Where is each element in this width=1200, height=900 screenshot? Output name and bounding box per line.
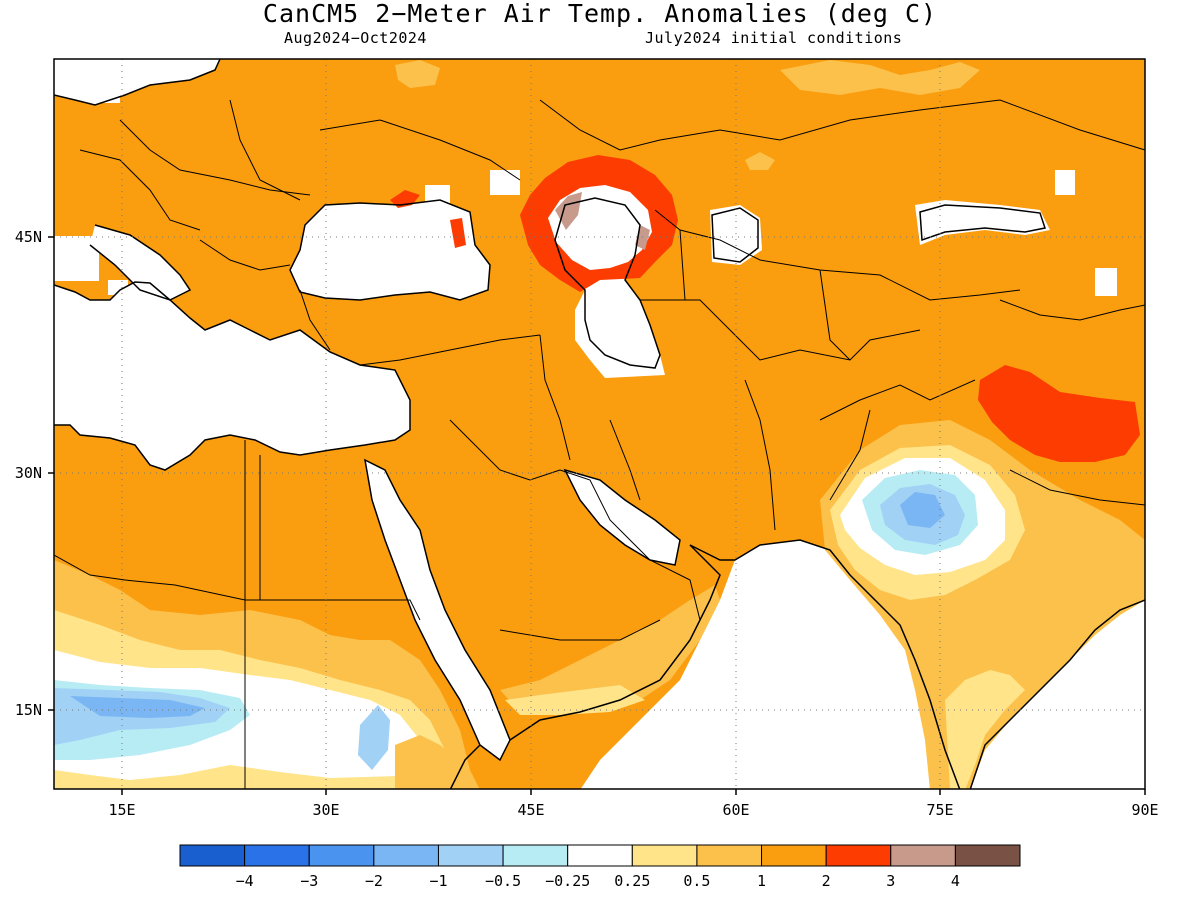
- colorbar-label: −4: [236, 872, 254, 890]
- colorbar-label: 3: [886, 872, 895, 890]
- ethiopia-cool-spot: [358, 705, 390, 770]
- map-frame: [53, 58, 1146, 790]
- coastlines: [54, 59, 1145, 789]
- chart-title: CanCM5 2−Meter Air Temp. Anomalies (deg …: [262, 0, 938, 28]
- ethiopia-warm-spot: [395, 735, 480, 789]
- arabian-sea-indian-ocean: [580, 540, 960, 789]
- colorbar-label: 2: [822, 872, 831, 890]
- colorbar: −4 −3 −2 −1 −0.5 −0.25 0.25 0.5 1 2 3 4: [179, 844, 1021, 890]
- y-tick-label: 15N: [15, 701, 42, 719]
- aral-sea: [710, 205, 762, 265]
- siberia-lighter-patch: [780, 60, 980, 95]
- colorbar-label: 4: [951, 872, 960, 890]
- kazakh-lighter-patch: [745, 152, 775, 170]
- colorbar-label: 0.25: [614, 872, 650, 890]
- x-tick-marks: [48, 236, 1146, 795]
- colorbar-swatch: [696, 844, 763, 867]
- missing-block: [1055, 170, 1075, 195]
- adriatic-sea: [90, 225, 190, 300]
- missing-block: [54, 236, 99, 281]
- balkhash-lake: [915, 200, 1050, 245]
- missing-block: [425, 185, 450, 205]
- missing-block: [1095, 268, 1117, 296]
- colorbar-swatch: [244, 844, 310, 867]
- colorbar-label: −2: [365, 872, 383, 890]
- tibet-hot-spot: [978, 365, 1140, 462]
- red-sea: [365, 460, 510, 760]
- yemen-oman-05-1: [500, 585, 720, 715]
- country-borders: [54, 99, 1145, 789]
- season-subtitle: Aug2024−Oct2024: [284, 29, 427, 47]
- colorbar-label: −1: [429, 872, 447, 890]
- colorbar-swatch: [890, 844, 956, 867]
- colorbar-swatch: [631, 844, 698, 867]
- y-tick-label: 45N: [15, 228, 42, 246]
- colorbar-swatch: [567, 844, 633, 867]
- missing-block: [108, 280, 128, 295]
- map-field: [54, 59, 1145, 789]
- x-tick-label: 75E: [926, 801, 953, 819]
- colorbar-label: 1: [757, 872, 766, 890]
- colorbar-label: 0.5: [683, 872, 710, 890]
- x-tick-label: 15E: [108, 801, 135, 819]
- colorbar-swatch: [179, 844, 246, 867]
- y-tick-label: 30N: [15, 464, 42, 482]
- x-tick-label: 45E: [517, 801, 544, 819]
- sahel-band-negative-1-2: [70, 696, 205, 718]
- init-conditions-subtitle: July2024 initial conditions: [645, 29, 903, 47]
- missing-block: [490, 170, 520, 195]
- colorbar-label: −0.25: [545, 872, 590, 890]
- colorbar-swatch: [825, 844, 892, 867]
- colorbar-swatch: [308, 844, 375, 867]
- crimea-hot-pocket: [450, 218, 466, 248]
- black-sea: [290, 200, 490, 300]
- colorbar-swatch: [954, 844, 1021, 867]
- caspian-ring-3-4: [555, 192, 582, 230]
- colorbar-swatch: [761, 844, 827, 867]
- colorbar-label: −0.5: [485, 872, 521, 890]
- bay-of-bengal: [970, 600, 1145, 789]
- india-negative-1-2: [900, 492, 945, 528]
- india-east-coast-025-05: [945, 670, 1025, 789]
- colorbar-label: −3: [300, 872, 318, 890]
- colorbar-swatch: [437, 844, 504, 867]
- mediterranean-sea: [54, 282, 410, 470]
- x-tick-label: 60E: [722, 801, 749, 819]
- persian-gulf: [565, 470, 680, 565]
- x-tick-label: 90E: [1131, 801, 1158, 819]
- x-tick-label: 30E: [312, 801, 339, 819]
- colorbar-swatch: [502, 844, 569, 867]
- yemen-025-05: [505, 685, 645, 715]
- colorbar-swatch: [373, 844, 439, 867]
- north-russia-1-2-lighter: [395, 60, 440, 88]
